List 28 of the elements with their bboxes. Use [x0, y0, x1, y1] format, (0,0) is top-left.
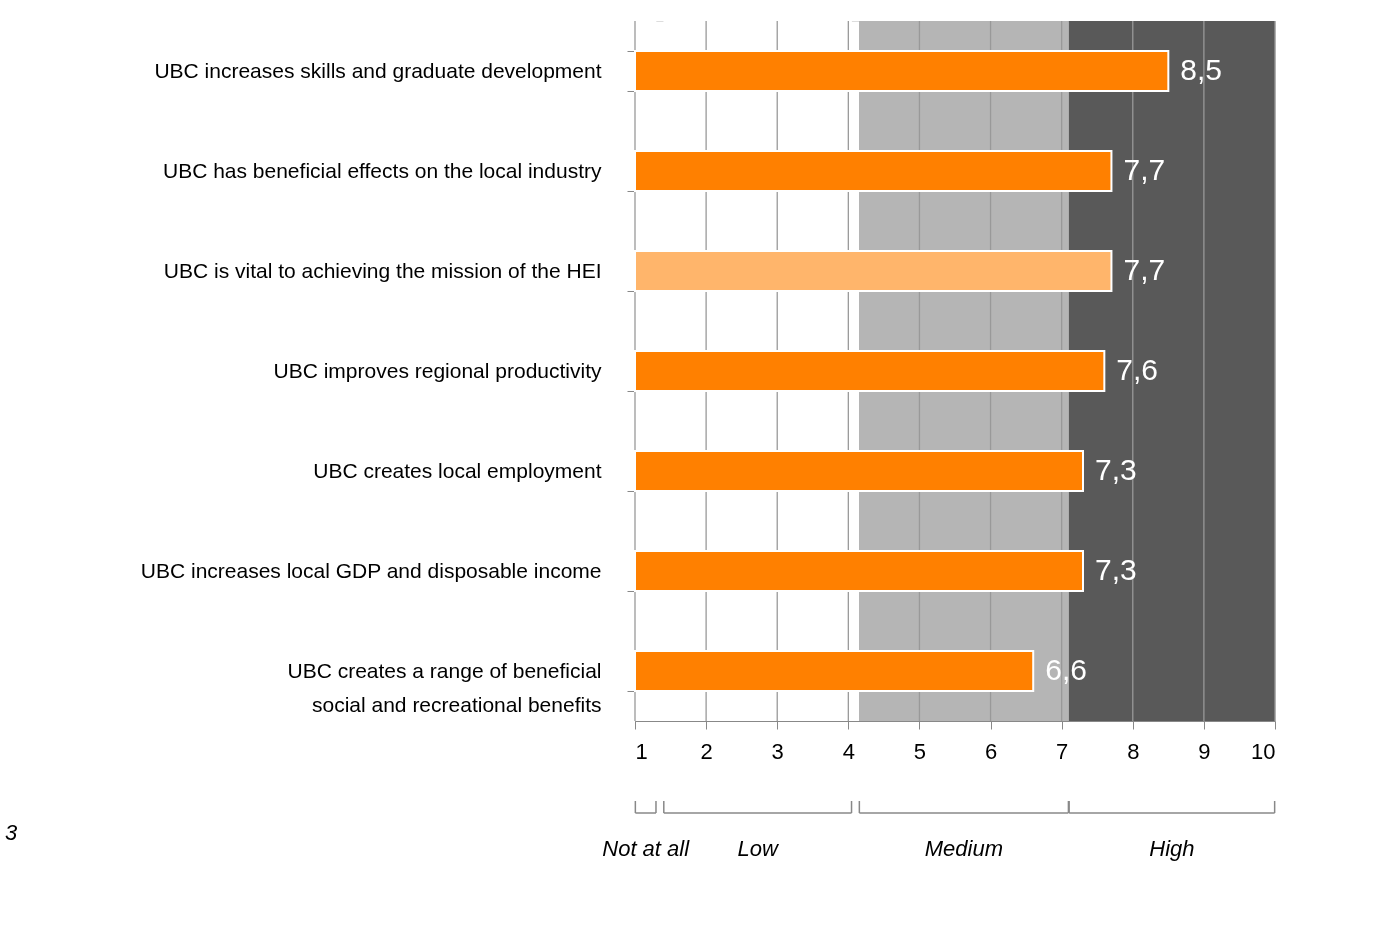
- x-tick-label: 2: [700, 738, 713, 764]
- text: High: [1149, 836, 1195, 861]
- x-tick-label: 9: [1198, 738, 1211, 764]
- x-tick-label: 3: [771, 738, 784, 764]
- data-label: 7,3: [1095, 453, 1137, 486]
- x-tick-label: 1: [635, 738, 648, 764]
- data-label: 7,7: [1123, 153, 1166, 186]
- y-tick-label: UBC creates local employment: [313, 458, 602, 482]
- y-tick-label: UBC has beneficial effects on the local industry: [162, 158, 602, 182]
- y-tick-label: UBC increases skills and graduate development: [154, 58, 602, 82]
- x-tick-label: 6: [984, 738, 998, 764]
- data-label: 7,7: [1123, 253, 1166, 286]
- y-tick-label: UBC improves regional productivity: [273, 358, 602, 382]
- text: Low: [737, 836, 780, 861]
- x-tick-label: 10: [1251, 738, 1276, 764]
- x-tick-label: 7: [1056, 738, 1069, 764]
- text: Medium: [924, 836, 1004, 861]
- y-tick-label: UBC is vital to achieving the mission of the HEI: [163, 258, 602, 282]
- y-tick-label: UBC increases local GDP and disposable income: [140, 558, 602, 582]
- data-label: 7,3: [1095, 553, 1137, 586]
- text: Not at all: [602, 836, 691, 861]
- x-tick-label: 8: [1127, 738, 1140, 764]
- x-tick-label: 5: [913, 738, 927, 764]
- data-label: 7,6: [1116, 353, 1159, 386]
- x-tick-label: 4: [842, 738, 855, 764]
- text: 3: [5, 820, 18, 845]
- y-tick-label: UBC creates a range of beneficial social and recreational benefits: [287, 658, 602, 716]
- data-label: 8,5: [1180, 53, 1223, 86]
